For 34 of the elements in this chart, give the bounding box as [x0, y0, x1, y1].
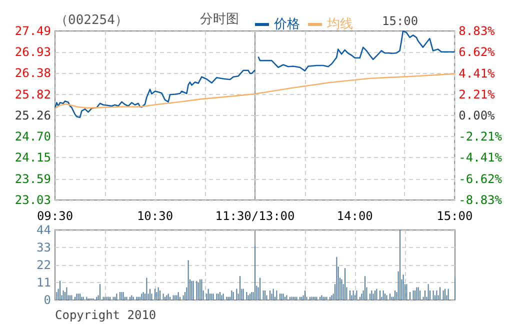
y-tick-label: 0 [44, 293, 51, 307]
x-tick-label: 09:30 [36, 209, 74, 223]
text: Copyright 2010 [55, 308, 156, 322]
text: 2.21% [458, 87, 495, 102]
y-tick-label: 23.03 [14, 193, 51, 207]
text: -4.41% [458, 150, 502, 165]
text: -8.83% [458, 193, 502, 207]
chart-subtitle: 分时图 [200, 12, 239, 27]
y-tick-label: 24.70 [14, 130, 51, 144]
legend-label: 均线 [326, 17, 353, 32]
y-tick-label: 26.93 [14, 45, 51, 60]
text: 0.00% [458, 108, 495, 122]
x-tick-label: 14:00 [336, 209, 373, 223]
y-tick-label: 27.49 [14, 24, 51, 38]
text: 8.83% [458, 24, 495, 38]
text: 15:00 [382, 14, 418, 28]
text: -6.62% [458, 172, 502, 186]
y-tick-label: 25.82 [14, 87, 51, 102]
x-tick-label: 15:00 [436, 209, 473, 223]
y-tick-label: 25.26 [14, 108, 51, 122]
y-tick-label: 11 [36, 276, 51, 290]
chart-title: （002254） [55, 13, 128, 28]
text: 6.62% [458, 45, 495, 60]
y-tick-label: 26.38 [14, 66, 51, 80]
y-tick-label: 24.15 [14, 150, 51, 165]
text: 4.41% [458, 66, 495, 80]
y-tick-label: 22 [36, 258, 51, 272]
y-tick-label: 44 [36, 223, 51, 237]
x-tick-label: 10:30 [136, 209, 174, 223]
legend-label: 价格 [273, 17, 300, 32]
text: -2.21% [458, 130, 502, 144]
x-tick-label: 11:30/13:00 [215, 209, 295, 223]
y-tick-label: 33 [36, 240, 51, 254]
y-tick-label: 23.59 [14, 172, 51, 186]
